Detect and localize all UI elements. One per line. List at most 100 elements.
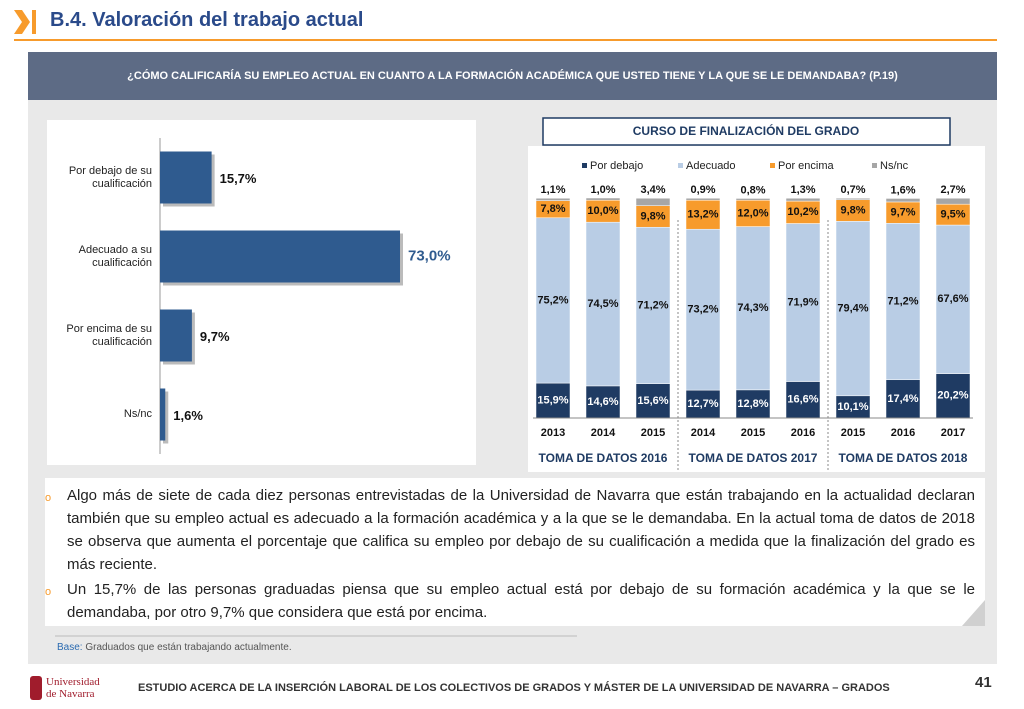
data-label: 2,7%	[940, 184, 965, 196]
data-label: 1,0%	[590, 184, 615, 196]
data-label: 9,7%	[200, 329, 230, 344]
data-label: 71,2%	[637, 299, 668, 311]
bar-shadow	[163, 391, 169, 444]
bar-segment	[635, 197, 671, 206]
data-label: 9,7%	[890, 207, 915, 219]
legend-label: Ns/nc	[880, 160, 909, 172]
group-label: TOMA DE DATOS 2018	[839, 451, 968, 465]
category-label: Adecuado a su cualificación	[78, 243, 152, 269]
data-label: 67,6%	[937, 293, 968, 305]
right-chart-title-box	[542, 117, 951, 146]
data-label: 12,8%	[737, 398, 768, 410]
data-label: 1,1%	[540, 184, 565, 196]
category-label: Por debajo de su cualificación	[68, 164, 152, 190]
x-tick-label: 2015	[741, 427, 765, 439]
bar-segment	[835, 221, 871, 397]
legend-swatch	[678, 163, 683, 168]
base-note: Base: Graduados que están trabajando act…	[57, 642, 292, 653]
data-label: 0,8%	[740, 184, 765, 196]
data-label: 73,2%	[687, 304, 718, 316]
x-tick-label: 2016	[791, 427, 815, 439]
bar	[160, 230, 400, 283]
data-label: 15,9%	[537, 394, 568, 406]
footer-text: ESTUDIO ACERCA DE LA INSERCIÓN LABORAL D…	[138, 682, 890, 694]
x-tick-label: 2016	[891, 427, 915, 439]
data-label: 3,4%	[640, 184, 665, 196]
bar-segment	[885, 223, 921, 381]
bar	[160, 309, 192, 362]
bullet-list: Algo más de siete de cada diez personas …	[45, 484, 975, 626]
x-tick-label: 2014	[591, 427, 616, 439]
logo-text: Universidad de Navarra	[46, 676, 100, 700]
legend-label: Por encima	[778, 160, 835, 172]
data-label: 15,6%	[637, 395, 668, 407]
bar	[160, 151, 212, 204]
data-label: 71,2%	[887, 295, 918, 307]
data-label: 74,3%	[737, 302, 768, 314]
data-label: 0,9%	[690, 184, 715, 196]
bar-segment	[685, 197, 721, 201]
group-label: TOMA DE DATOS 2016	[539, 451, 668, 465]
data-label: 12,0%	[737, 207, 768, 219]
logo-emblem	[30, 676, 42, 700]
title-icon-bar	[32, 10, 36, 34]
bar-segment	[685, 199, 721, 230]
legend-label: Por debajo	[590, 160, 643, 172]
bar-segment	[535, 382, 571, 419]
bar-segment	[585, 221, 621, 387]
group-label: TOMA DE DATOS 2017	[689, 451, 818, 465]
data-label: 16,6%	[787, 394, 818, 406]
data-label: 7,8%	[540, 203, 565, 215]
bullet: Algo más de siete de cada diez personas …	[45, 484, 975, 576]
x-tick-label: 2014	[691, 427, 716, 439]
bar-segment	[585, 197, 621, 201]
category-label: Por encima de su cualificación	[66, 322, 152, 348]
data-label: 14,6%	[587, 396, 618, 408]
bar-segment	[785, 223, 821, 382]
chart-title: CURSO DE FINALIZACIÓN DEL GRADO	[633, 123, 859, 138]
logo-line: de Navarra	[46, 688, 95, 700]
legend-swatch	[770, 163, 775, 168]
category-label: Ns/nc	[123, 408, 152, 420]
bar-segment	[785, 381, 821, 419]
bar-segment	[785, 197, 821, 202]
bar-segment	[735, 198, 771, 201]
data-label: 79,4%	[837, 302, 868, 314]
page-title: B.4. Valoración del trabajo actual	[50, 9, 364, 31]
data-label: 1,6%	[890, 184, 915, 196]
legend-swatch	[582, 163, 587, 168]
x-tick-label: 2015	[641, 427, 665, 439]
data-label: 20,2%	[937, 390, 968, 402]
data-label: 73,0%	[408, 247, 451, 264]
data-label: 71,9%	[787, 296, 818, 308]
logo-line: Universidad	[46, 676, 100, 688]
x-tick-label: 2017	[941, 427, 965, 439]
data-label: 74,5%	[587, 298, 618, 310]
question-banner	[28, 52, 997, 100]
data-label: 9,8%	[840, 204, 865, 216]
data-label: 9,8%	[640, 210, 665, 222]
legend-swatch	[872, 163, 877, 168]
left-chart-panel	[47, 120, 476, 465]
data-label: 75,2%	[537, 294, 568, 306]
data-label: 1,3%	[790, 184, 815, 196]
data-label: 10,1%	[837, 401, 868, 413]
data-label: 10,2%	[787, 206, 818, 218]
base-label: Base:	[57, 642, 83, 653]
data-label: 0,7%	[840, 184, 865, 196]
data-label: 13,2%	[687, 209, 718, 221]
page-number: 41	[975, 674, 992, 691]
data-label: 12,7%	[687, 398, 718, 410]
bar-segment	[735, 226, 771, 391]
bar-segment	[835, 197, 871, 201]
question-text: ¿CÓMO CALIFICARÍA SU EMPLEO ACTUAL EN CU…	[127, 70, 898, 82]
title-icon	[14, 10, 30, 34]
legend-label: Adecuado	[686, 160, 736, 172]
data-label: 17,4%	[887, 393, 918, 405]
data-label: 15,7%	[220, 171, 257, 186]
bullet: Un 15,7% de las personas graduadas piens…	[45, 578, 975, 624]
